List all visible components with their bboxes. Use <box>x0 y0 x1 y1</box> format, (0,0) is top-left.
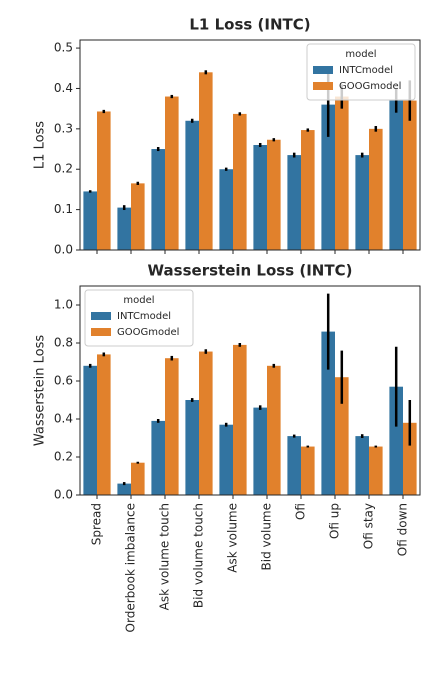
x-tick-label: Ofi down <box>396 503 410 556</box>
x-tick-label: Ofi up <box>328 503 342 539</box>
y-tick-label: 0.8 <box>54 336 73 350</box>
legend-swatch <box>313 82 333 90</box>
bar <box>267 365 281 495</box>
x-tick-label: Ofi stay <box>362 503 376 549</box>
legend-title: model <box>123 295 154 306</box>
bar <box>253 145 267 250</box>
bar <box>83 365 97 495</box>
bar <box>117 207 131 250</box>
bar <box>117 483 131 495</box>
legend-label: GOOGmodel <box>339 81 401 92</box>
x-tick-label: Orderbook imbalance <box>124 503 138 632</box>
y-tick-label: 0.0 <box>54 488 73 502</box>
legend-label: INTCmodel <box>339 65 393 76</box>
bar <box>355 436 369 495</box>
chart-title: Wasserstein Loss (INTC) <box>148 262 353 280</box>
bar <box>165 358 179 495</box>
bar <box>321 104 335 250</box>
legend-swatch <box>91 312 111 320</box>
bar <box>355 155 369 250</box>
legend-swatch <box>313 66 333 74</box>
legend-swatch <box>91 328 111 336</box>
y-axis-label: Wasserstein Loss <box>33 335 48 446</box>
plot-frame <box>79 39 421 251</box>
bar <box>219 424 233 495</box>
bar <box>253 407 267 495</box>
bar <box>301 130 315 250</box>
y-tick-label: 0.6 <box>54 374 73 388</box>
plot-frame <box>79 285 421 496</box>
chart-title: L1 Loss (INTC) <box>189 16 310 34</box>
x-tick-label: Bid volume touch <box>192 503 206 608</box>
bar <box>131 462 145 495</box>
y-tick-label: 0.1 <box>54 202 73 216</box>
bar <box>335 377 349 495</box>
bar <box>151 420 165 495</box>
bar <box>131 183 145 250</box>
bar <box>185 120 199 251</box>
bar <box>369 128 383 250</box>
bar <box>403 100 417 250</box>
y-tick-label: 1.0 <box>54 298 73 312</box>
bar <box>389 100 403 250</box>
bar <box>321 331 335 495</box>
bar <box>403 422 417 495</box>
legend-title: model <box>345 49 376 60</box>
bar <box>287 155 301 250</box>
bar <box>97 354 111 495</box>
y-tick-label: 0.2 <box>54 450 73 464</box>
bar <box>287 436 301 495</box>
legend-label: INTCmodel <box>117 311 171 322</box>
bar <box>151 149 165 250</box>
x-tick-label: Ask volume touch <box>158 503 172 610</box>
legend-label: GOOGmodel <box>117 327 179 338</box>
legend-box <box>306 43 416 101</box>
bar <box>389 386 403 495</box>
x-tick-label: Ask volume <box>226 503 240 573</box>
bar <box>83 191 97 250</box>
y-tick-label: 0.0 <box>54 243 73 257</box>
bar <box>219 169 233 250</box>
y-tick-label: 0.5 <box>54 41 73 55</box>
legend-box <box>84 289 194 347</box>
bar <box>199 351 213 495</box>
y-tick-label: 0.4 <box>54 412 73 426</box>
bar <box>301 446 315 495</box>
bar <box>267 139 281 250</box>
bar <box>233 113 247 251</box>
bar <box>165 96 179 251</box>
y-tick-label: 0.2 <box>54 162 73 176</box>
bar <box>233 344 247 495</box>
bar <box>369 446 383 495</box>
y-axis-label: L1 Loss <box>33 121 48 169</box>
x-tick-label: Spread <box>90 503 104 545</box>
bar <box>97 111 111 250</box>
bar <box>185 400 199 495</box>
bar <box>335 96 349 251</box>
x-tick-label: Bid volume <box>260 503 274 570</box>
y-tick-label: 0.4 <box>54 81 73 95</box>
bar <box>199 72 213 250</box>
y-tick-label: 0.3 <box>54 121 73 135</box>
x-tick-label: Ofi <box>294 503 308 520</box>
